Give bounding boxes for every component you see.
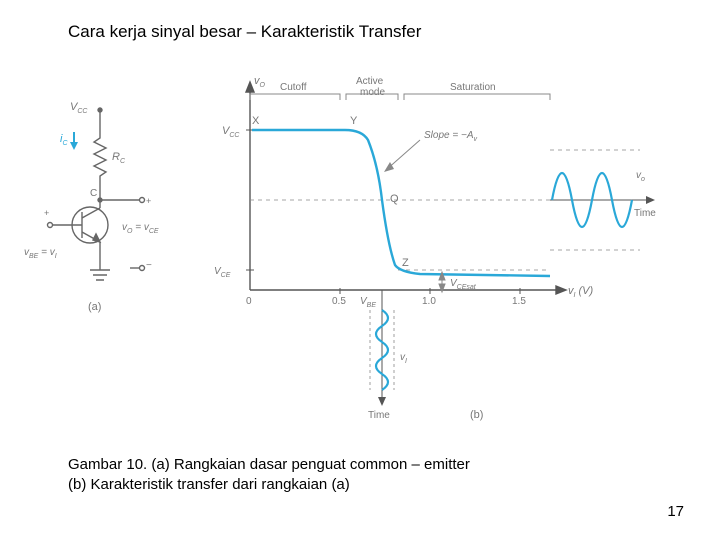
ic-arrow-icon xyxy=(70,132,78,150)
collector-node-label: C xyxy=(90,188,97,199)
vbe-vi-label: vBE = vI xyxy=(24,247,57,260)
svg-text:1.0: 1.0 xyxy=(422,296,436,307)
svg-text:Slope = −Av: Slope = −Av xyxy=(424,130,477,143)
ic-label: iC xyxy=(60,133,68,147)
x-axis-label: vI (V) xyxy=(568,285,594,299)
region-cutoff-label: Cutoff xyxy=(280,82,307,93)
caption-line-1: Gambar 10. (a) Rangkaian dasar penguat c… xyxy=(68,455,470,475)
figure-caption: Gambar 10. (a) Rangkaian dasar penguat c… xyxy=(68,455,470,496)
x-tick-group: 0 0.5 1.0 1.5 xyxy=(246,288,526,307)
caption-line-2: (b) Karakteristik transfer dari rangkaia… xyxy=(68,475,470,495)
svg-text:Active: Active xyxy=(356,76,384,87)
slide-title: Cara kerja sinyal besar – Karakteristik … xyxy=(68,22,421,42)
slope-annotation: Slope = −Av xyxy=(384,130,477,172)
svg-text:1.5: 1.5 xyxy=(512,296,526,307)
transfer-plot: 0 0.5 1.0 1.5 Cutoff Active mode Saturat… xyxy=(190,70,660,430)
page-number: 17 xyxy=(667,503,684,520)
svg-text:Time: Time xyxy=(634,208,656,219)
output-waveform: vo Time xyxy=(550,150,656,250)
svg-text:vI: vI xyxy=(400,352,407,365)
transfer-curve xyxy=(252,130,550,276)
svg-text:VCEsat: VCEsat xyxy=(450,278,477,291)
region-saturation-label: Saturation xyxy=(450,82,496,93)
point-y-label: Y xyxy=(350,115,358,127)
point-x-label: X xyxy=(252,115,260,127)
rc-label: RC xyxy=(112,151,126,165)
plus-out: + xyxy=(146,196,151,206)
subfig-b-label: (b) xyxy=(470,409,483,421)
vcesat-y-label: VCE xyxy=(214,266,231,279)
vcc-y-label: VCC xyxy=(222,125,240,139)
y-axis-label: vO xyxy=(254,75,266,89)
svg-text:0.5: 0.5 xyxy=(332,296,346,307)
plus-in: + xyxy=(44,208,49,218)
svg-text:Time: Time xyxy=(368,410,390,421)
vcc-label: VCC xyxy=(70,101,88,115)
figure-container: VCC iC RC C + − vO = vCE vBE = vI + (a) … xyxy=(50,70,650,430)
svg-text:mode: mode xyxy=(360,87,385,98)
input-waveform: vI Time xyxy=(368,290,407,421)
point-q-label: Q xyxy=(390,193,399,205)
circuit-diagram: VCC iC RC C + − vO = vCE vBE = vI + (a) xyxy=(30,100,170,330)
vo-vce-label: vO = vCE xyxy=(122,222,159,235)
minus-out: − xyxy=(146,260,152,271)
svg-text:vo: vo xyxy=(636,170,645,183)
subfig-a-label: (a) xyxy=(88,301,101,313)
point-z-label: Z xyxy=(402,257,409,269)
region-brackets xyxy=(250,94,550,100)
vbe-mid-label: VBE xyxy=(360,296,376,309)
svg-text:0: 0 xyxy=(246,296,252,307)
region-active-label: Active mode xyxy=(356,76,385,98)
